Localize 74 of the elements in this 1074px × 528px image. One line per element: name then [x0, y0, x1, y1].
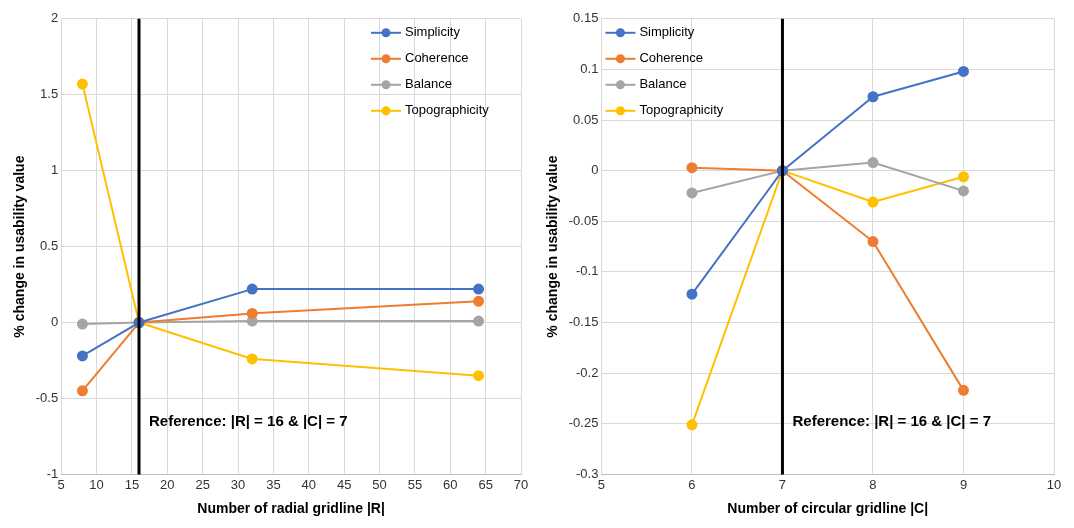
point	[76, 385, 88, 397]
point	[957, 65, 969, 77]
x-tick-label: 55	[407, 476, 423, 492]
x-tick-label: 40	[301, 476, 317, 492]
y-tick-label: -0.25	[568, 415, 599, 431]
legend-label: Balance	[639, 76, 687, 92]
point	[473, 370, 485, 382]
point	[867, 236, 879, 248]
point	[867, 196, 879, 208]
legend-label: Coherence	[639, 50, 704, 66]
point	[246, 307, 258, 319]
x-axis-title: Number of radial gridline |R|	[197, 499, 385, 516]
point	[957, 384, 969, 396]
x-tick-label: 50	[372, 476, 387, 492]
x-tick-label: 6	[688, 476, 696, 492]
y-tick-label: 0	[591, 162, 599, 178]
legend-label: Topographicity	[639, 102, 724, 118]
x-tick-label: 9	[959, 476, 968, 492]
point	[867, 157, 879, 169]
point	[473, 283, 485, 295]
x-tick-label: 5	[597, 476, 606, 492]
y-tick-label: -0.5	[35, 390, 59, 406]
x-tick-label: 65	[478, 476, 493, 492]
point	[76, 350, 88, 362]
point	[957, 185, 969, 197]
point	[686, 419, 698, 431]
x-tick-label: 7	[778, 476, 787, 492]
y-tick-label: 1.5	[40, 86, 59, 102]
y-axis-title: % change in usability value	[11, 155, 28, 338]
x-axis-title: Number of circular gridline |C|	[727, 499, 929, 516]
x-tick-label: 20	[160, 476, 175, 492]
y-tick-label: 0.05	[573, 111, 599, 127]
point	[246, 353, 258, 365]
y-tick-label: 0.1	[580, 61, 599, 76]
y-tick-label: -1	[46, 465, 59, 481]
y-tick-label: 1	[50, 162, 59, 178]
point	[473, 315, 485, 327]
point	[76, 78, 88, 90]
point	[473, 295, 485, 307]
legend-label: Balance	[405, 76, 452, 92]
y-tick-label: -0.1	[576, 263, 599, 279]
x-tick-label: 70	[513, 476, 529, 492]
x-tick-label: 10	[89, 476, 104, 492]
y-axis-title: % change in usability value	[544, 155, 561, 338]
x-tick-label: 10	[1046, 476, 1062, 492]
point	[957, 171, 969, 183]
x-tick-label: 45	[336, 476, 352, 492]
y-tick-label: 0.5	[40, 238, 59, 254]
x-tick-label: 15	[124, 476, 140, 492]
y-tick-label: 0.15	[573, 10, 599, 26]
y-tick-label: -0.15	[568, 314, 599, 330]
x-tick-label: 8	[869, 476, 877, 492]
x-tick-label: 5	[57, 476, 65, 492]
y-tick-label: -0.2	[576, 364, 599, 380]
legend-label: Simplicity	[405, 24, 461, 40]
point	[246, 283, 258, 295]
legend-label: Simplicity	[639, 24, 695, 40]
x-tick-label: 25	[195, 476, 210, 492]
annotation: Reference: |R| = 16 & |C| = 7	[792, 412, 992, 430]
y-tick-label: -0.3	[576, 465, 599, 481]
x-tick-label: 60	[443, 476, 458, 492]
legend-label: Topographicity	[405, 102, 490, 118]
point	[867, 91, 879, 103]
y-tick-label: 2	[50, 10, 59, 26]
point	[686, 162, 698, 174]
y-tick-label: -0.05	[568, 212, 599, 228]
point	[686, 187, 698, 199]
annotation: Reference: |R| = 16 & |C| = 7	[149, 412, 348, 430]
x-tick-label: 35	[266, 476, 281, 492]
y-tick-label: 0	[50, 314, 59, 330]
legend-label: Coherence	[405, 50, 469, 66]
x-tick-label: 30	[230, 476, 246, 492]
point	[76, 318, 88, 330]
point	[686, 288, 698, 300]
